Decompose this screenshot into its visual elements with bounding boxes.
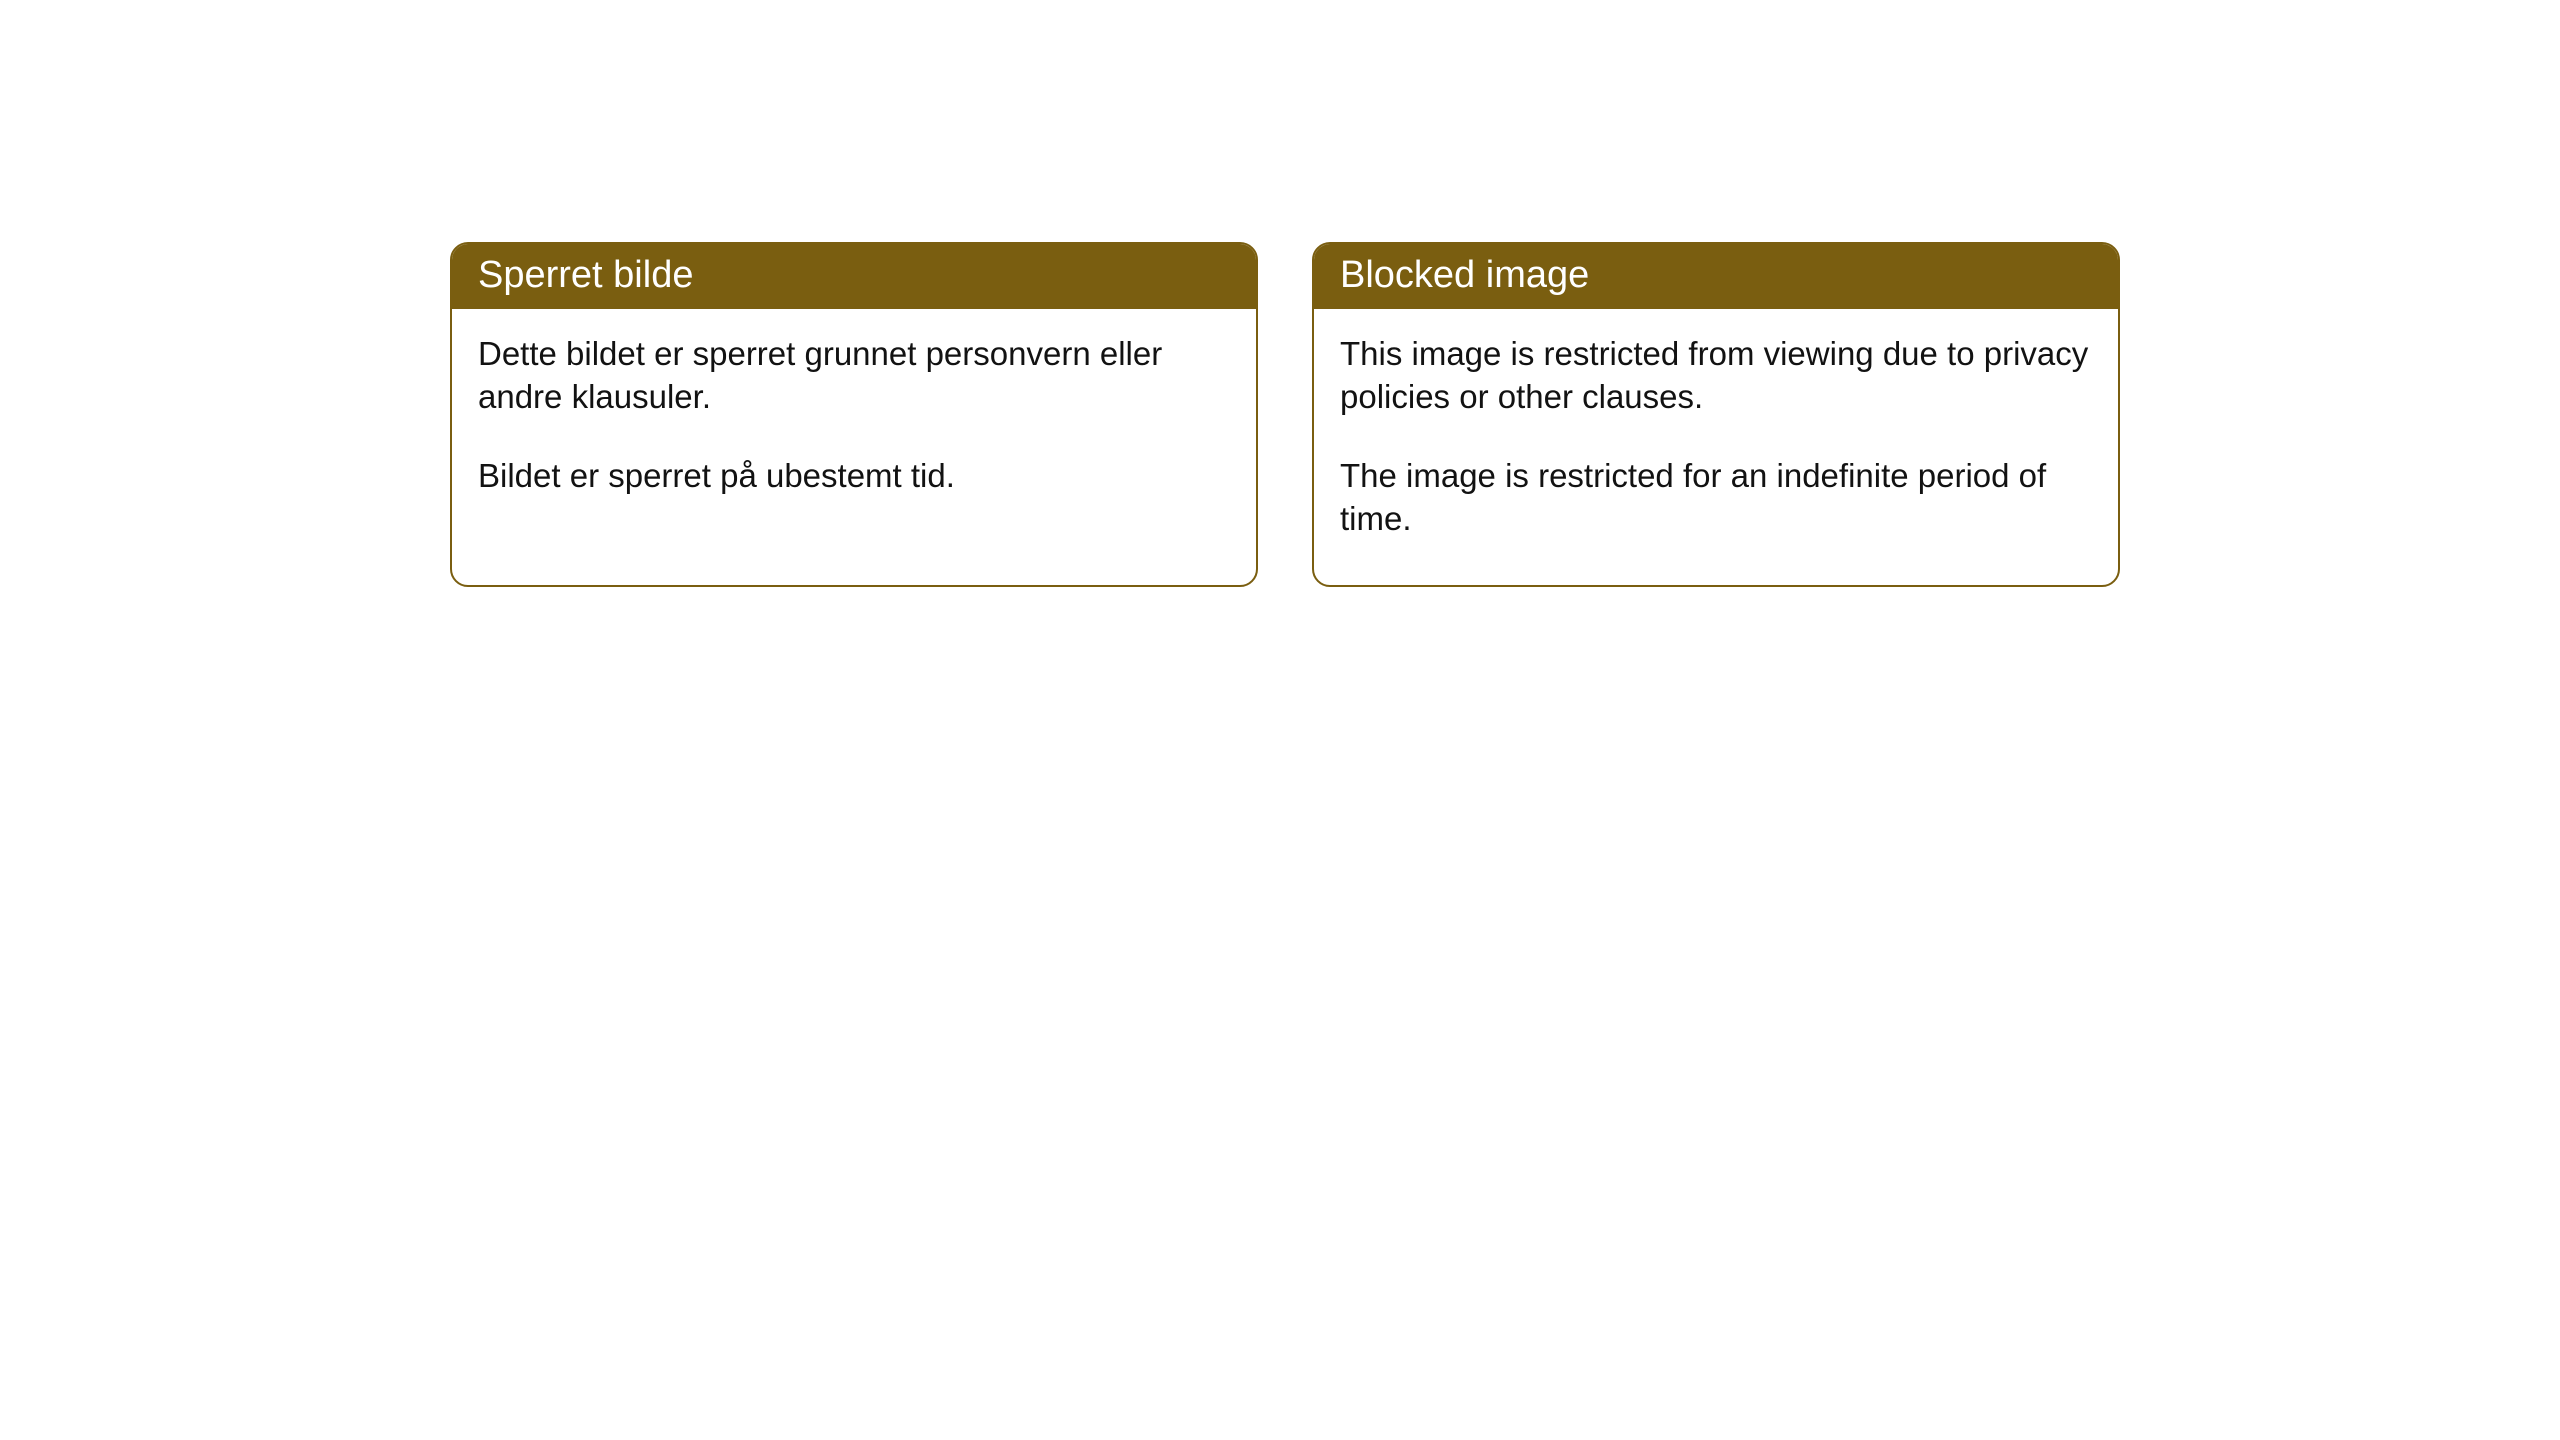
notice-paragraph-2: Bildet er sperret på ubestemt tid. [478,455,1230,498]
card-header: Sperret bilde [452,244,1256,309]
notice-paragraph-2: The image is restricted for an indefinit… [1340,455,2092,541]
card-container: Sperret bilde Dette bildet er sperret gr… [450,242,2560,587]
blocked-image-card-english: Blocked image This image is restricted f… [1312,242,2120,587]
card-body: Dette bildet er sperret grunnet personve… [452,309,1256,542]
card-header: Blocked image [1314,244,2118,309]
notice-paragraph-1: This image is restricted from viewing du… [1340,333,2092,419]
blocked-image-card-norwegian: Sperret bilde Dette bildet er sperret gr… [450,242,1258,587]
notice-paragraph-1: Dette bildet er sperret grunnet personve… [478,333,1230,419]
card-body: This image is restricted from viewing du… [1314,309,2118,585]
